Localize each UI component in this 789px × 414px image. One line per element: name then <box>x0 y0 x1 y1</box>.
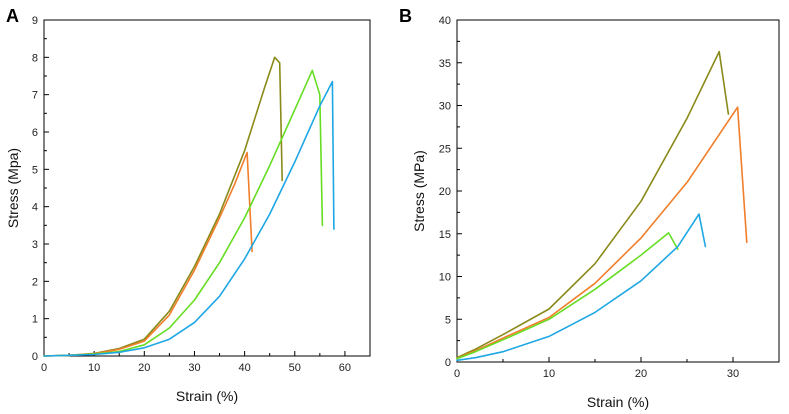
x-tick-label: 60 <box>339 362 351 374</box>
panel-label: A <box>6 6 19 26</box>
y-tick-label: 35 <box>439 58 451 70</box>
y-tick-label: 1 <box>32 314 38 326</box>
x-tick-label: 30 <box>188 362 200 374</box>
x-tick-label: 0 <box>454 368 460 380</box>
x-tick-label: 10 <box>543 368 555 380</box>
x-tick-label: 0 <box>41 362 47 374</box>
x-tick-label: 50 <box>289 362 301 374</box>
y-tick-label: 8 <box>32 52 38 64</box>
x-tick-label: 20 <box>138 362 150 374</box>
y-axis-title: Stress (MPa) <box>411 150 427 232</box>
y-tick-label: 2 <box>32 276 38 288</box>
y-tick-label: 5 <box>445 314 451 326</box>
series-line-blue <box>43 80 335 357</box>
x-tick-label: 30 <box>727 368 739 380</box>
y-tick-label: 6 <box>32 127 38 139</box>
y-tick-label: 9 <box>32 15 38 27</box>
x-axis-title: Strain (%) <box>176 388 238 404</box>
y-tick-label: 7 <box>32 90 38 102</box>
y-tick-label: 0 <box>445 357 451 369</box>
series-line-orange <box>43 151 253 357</box>
y-tick-label: 25 <box>439 143 451 155</box>
y-tick-label: 4 <box>32 202 38 214</box>
plot-frame <box>456 19 780 363</box>
y-axis-title: Stress (Mpa) <box>5 148 21 228</box>
y-tick-label: 30 <box>439 101 451 113</box>
y-tick-label: 0 <box>32 351 38 363</box>
series-line-olive <box>456 50 730 359</box>
x-tick-label: 40 <box>238 362 250 374</box>
series-line-blue <box>456 213 707 362</box>
y-tick-label: 15 <box>439 229 451 241</box>
y-tick-label: 20 <box>439 186 451 198</box>
y-tick-label: 3 <box>32 239 38 251</box>
y-tick-label: 10 <box>439 272 451 284</box>
series-line-light-green <box>456 232 679 360</box>
x-axis-title: Strain (%) <box>587 394 649 410</box>
chart-panel-a: 0 10 20 30 40 50 60 0 1 2 3 4 5 6 7 8 9 Strain (%) Stress … <box>5 6 371 404</box>
x-tick-label: 20 <box>635 368 647 380</box>
panel-label: B <box>399 6 412 26</box>
series-line-olive <box>43 56 284 357</box>
y-tick-label: 40 <box>439 15 451 27</box>
chart-panel-b: 0 10 20 30 0 5 10 15 20 25 30 35 40 Strain (%) Stress … <box>399 6 780 410</box>
y-tick-label: 5 <box>32 164 38 176</box>
x-tick-label: 10 <box>88 362 100 374</box>
